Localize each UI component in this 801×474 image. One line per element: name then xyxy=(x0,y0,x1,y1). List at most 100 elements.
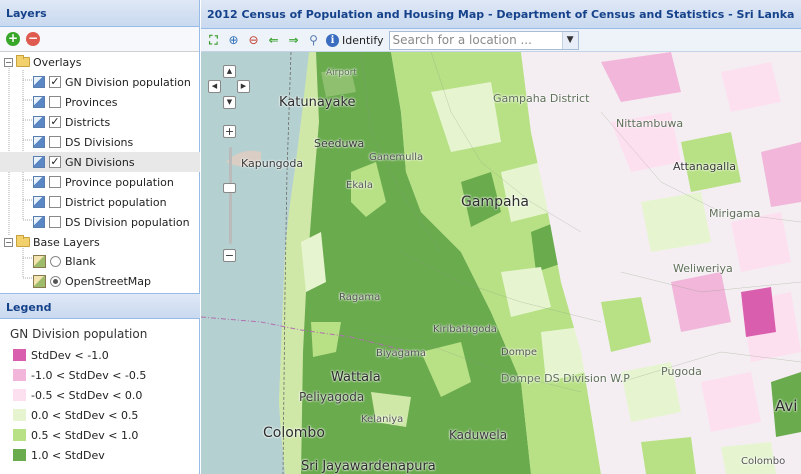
layer-item-gn-divisions[interactable]: ✓ GN Divisions xyxy=(0,152,200,172)
layer-tree: − Overlays ✓ GN Division population Prov… xyxy=(0,52,200,292)
magnifier-icon[interactable]: ⚲ xyxy=(309,32,318,47)
layer-label: DS Divisions xyxy=(65,135,134,149)
forward-arrow-icon[interactable]: ⇒ xyxy=(288,32,299,47)
choropleth-map xyxy=(201,52,801,474)
layer-item-provinces[interactable]: Provinces xyxy=(0,92,200,112)
legend-item: 1.0 < StdDev xyxy=(13,448,105,462)
layer-checkbox[interactable]: ✓ xyxy=(49,155,61,168)
layer-label: Districts xyxy=(65,115,111,129)
map-title: 2012 Census of Population and Housing Ma… xyxy=(201,0,801,29)
base-layer-openstreetmap[interactable]: OpenStreetMap xyxy=(0,270,200,292)
base-layer-label: Blank xyxy=(65,254,96,268)
base-layer-radio[interactable] xyxy=(50,275,61,287)
pan-up-button[interactable]: ▲ xyxy=(223,65,236,78)
layer-icon xyxy=(33,136,45,148)
layer-label: GN Divisions xyxy=(65,155,135,169)
map-label-watala: Wattala xyxy=(331,370,381,385)
legend-label: -1.0 < StdDev < -0.5 xyxy=(31,368,147,382)
collapse-icon[interactable]: − xyxy=(4,57,13,67)
layer-item-province-population[interactable]: Province population xyxy=(0,172,200,192)
legend-swatch xyxy=(13,389,26,401)
back-arrow-icon[interactable]: ⇐ xyxy=(268,32,279,47)
layer-checkbox[interactable]: ✓ xyxy=(49,115,61,128)
legend-swatch xyxy=(13,449,26,461)
map-label-weliweriya: Weliweriya xyxy=(673,262,733,275)
map-label-sri-jayawardenapura: Sri Jayawardenapura xyxy=(301,459,436,474)
layer-checkbox[interactable] xyxy=(49,196,61,208)
collapse-icon[interactable]: − xyxy=(4,237,13,247)
overlays-folder[interactable]: − Overlays xyxy=(0,52,200,72)
legend-label: 1.0 < StdDev xyxy=(31,448,105,462)
layer-checkbox[interactable]: ✓ xyxy=(49,75,61,88)
location-search[interactable]: ▼ xyxy=(388,30,579,50)
legend-item: 0.5 < StdDev < 1.0 xyxy=(13,428,138,442)
legend-swatch xyxy=(13,349,26,361)
map-label-avissawella: Avi xyxy=(775,397,798,415)
layer-icon xyxy=(33,116,45,128)
layer-checkbox[interactable] xyxy=(49,176,61,188)
map-label-peliyagoda: Peliyagoda xyxy=(299,390,365,404)
map-label-ds-division: Dompe DS Division W.P xyxy=(501,372,630,385)
legend-item: -0.5 < StdDev < 0.0 xyxy=(13,388,142,402)
layer-label: DS Division population xyxy=(65,215,190,229)
layer-item-ds-division-population[interactable]: DS Division population xyxy=(0,212,200,232)
identify-label: Identify xyxy=(342,33,384,47)
map-label-ragama: Ragama xyxy=(339,292,381,303)
left-panel: Layers + − − Overlays ✓ GN xyxy=(0,0,200,474)
map-label-pugoda: Pugoda xyxy=(661,365,702,378)
legend-layer-title: GN Division population xyxy=(10,327,148,341)
layer-item-district-population[interactable]: District population xyxy=(0,192,200,212)
remove-layer-button[interactable]: − xyxy=(26,31,40,46)
layer-item-gn-division-population[interactable]: ✓ GN Division population xyxy=(0,72,200,92)
base-layer-label: OpenStreetMap xyxy=(65,274,152,288)
map-label-seeduwa: Seeduwa xyxy=(314,137,365,150)
legend-panel-header: Legend xyxy=(0,293,200,319)
identify-button[interactable]: i Identify xyxy=(326,33,384,47)
zoom-extent-icon[interactable]: ⛶ xyxy=(209,32,218,47)
pan-down-button[interactable]: ▼ xyxy=(223,96,236,109)
map-label-nittambuwa: Nittambuwa xyxy=(616,117,684,130)
layer-checkbox[interactable] xyxy=(49,216,61,228)
legend-item: -1.0 < StdDev < -0.5 xyxy=(13,368,146,382)
map-label-biyagama: Biyagama xyxy=(376,348,427,359)
chevron-down-icon[interactable]: ▼ xyxy=(561,31,578,49)
zoom-in-icon[interactable]: ⊕ xyxy=(228,32,239,47)
layer-checkbox[interactable] xyxy=(49,136,61,148)
legend-label: -0.5 < StdDev < 0.0 xyxy=(31,388,143,402)
base-layer-blank[interactable]: Blank xyxy=(0,250,200,272)
map-label-colombo: Colombo xyxy=(263,425,325,441)
layer-icon xyxy=(33,156,45,168)
map-label-katunayake: Katunayake xyxy=(279,95,356,110)
legend-swatch xyxy=(13,429,26,441)
base-layers-folder-label: Base Layers xyxy=(33,235,100,249)
layer-item-ds-divisions[interactable]: DS Divisions xyxy=(0,132,200,152)
map-label-airport: Airport xyxy=(326,68,357,78)
search-input[interactable] xyxy=(389,31,562,49)
base-layers-folder[interactable]: − Base Layers xyxy=(0,232,200,252)
map-label-ekala: Ekala xyxy=(346,180,373,191)
base-layer-radio[interactable] xyxy=(50,255,61,267)
zoom-slider-track[interactable] xyxy=(229,147,232,244)
layer-item-districts[interactable]: ✓ Districts xyxy=(0,112,200,132)
folder-icon xyxy=(16,235,30,247)
layer-icon xyxy=(33,216,45,228)
zoom-out-icon[interactable]: ⊖ xyxy=(248,32,259,47)
map-toolbar: ⛶ ⊕ ⊖ ⇐ ⇒ ⚲ i Identify ▼ xyxy=(201,29,801,52)
layer-checkbox[interactable] xyxy=(49,96,61,108)
zoom-in-button[interactable]: + xyxy=(223,125,236,138)
pan-left-button[interactable]: ◀ xyxy=(208,80,221,93)
legend-swatch xyxy=(13,369,26,381)
map-label-gampaha-district: Gampaha District xyxy=(493,92,590,105)
map-label-ganemulla: Ganemulla xyxy=(369,152,424,163)
layer-icon xyxy=(33,96,45,108)
add-layer-button[interactable]: + xyxy=(6,31,20,46)
layer-icon xyxy=(33,176,45,188)
layer-label: District population xyxy=(65,195,167,209)
zoom-out-button[interactable]: − xyxy=(223,249,236,262)
map-canvas[interactable]: Airport Katunayake Seeduwa Kapungoda Eka… xyxy=(201,52,801,474)
zoom-slider-thumb[interactable] xyxy=(223,183,236,193)
map-label-colombo-bottom: Colombo xyxy=(741,456,786,467)
legend-label: 0.0 < StdDev < 0.5 xyxy=(31,408,139,422)
pan-right-button[interactable]: ▶ xyxy=(237,80,250,93)
map-label-kaduwela: Kaduwela xyxy=(449,428,508,442)
